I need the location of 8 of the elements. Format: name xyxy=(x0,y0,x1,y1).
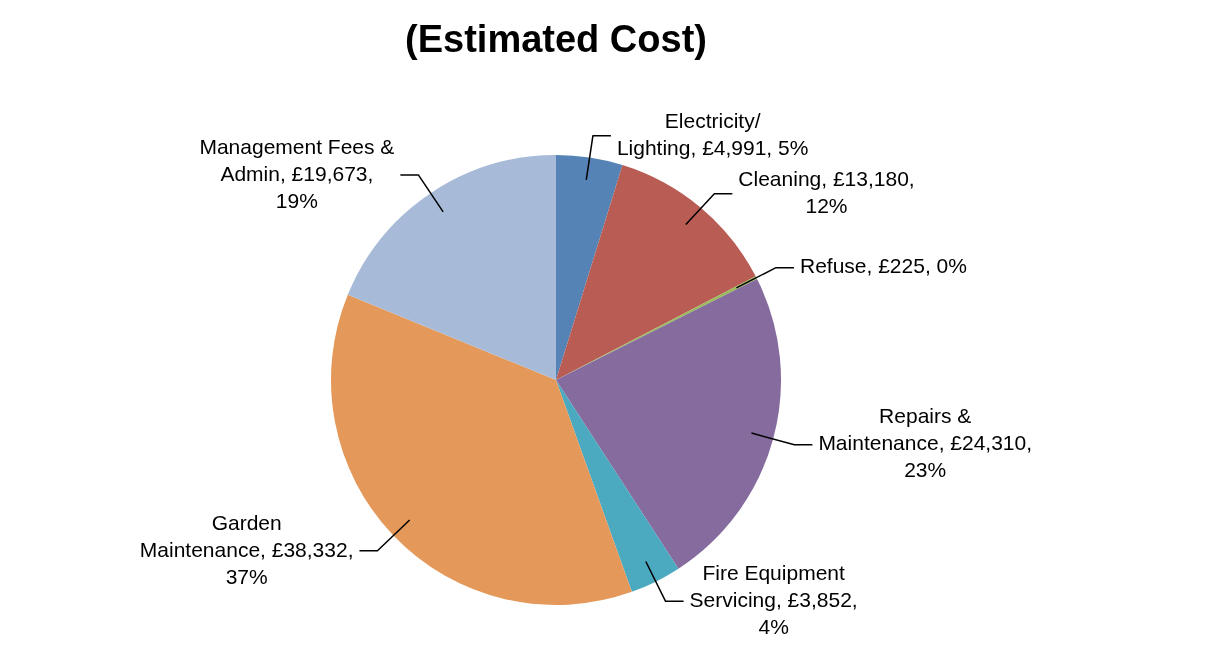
slice-label: Electricity/ Lighting, £4,991, 5% xyxy=(616,109,809,160)
slice-label: Garden Maintenance, £38,332, 37% xyxy=(139,510,354,588)
slice-label: Management Fees & Admin, £19,673, 19% xyxy=(199,134,395,212)
slice-label: Cleaning, £13,180, 12% xyxy=(738,167,915,218)
slice-label: Repairs & Maintenance, £24,310, 23% xyxy=(818,404,1033,482)
slice-label: Fire Equipment Servicing, £3,852, 4% xyxy=(689,561,858,639)
slice-label: Refuse, £225, 0% xyxy=(799,254,967,278)
chart-title: (Estimated Cost) xyxy=(405,18,707,61)
